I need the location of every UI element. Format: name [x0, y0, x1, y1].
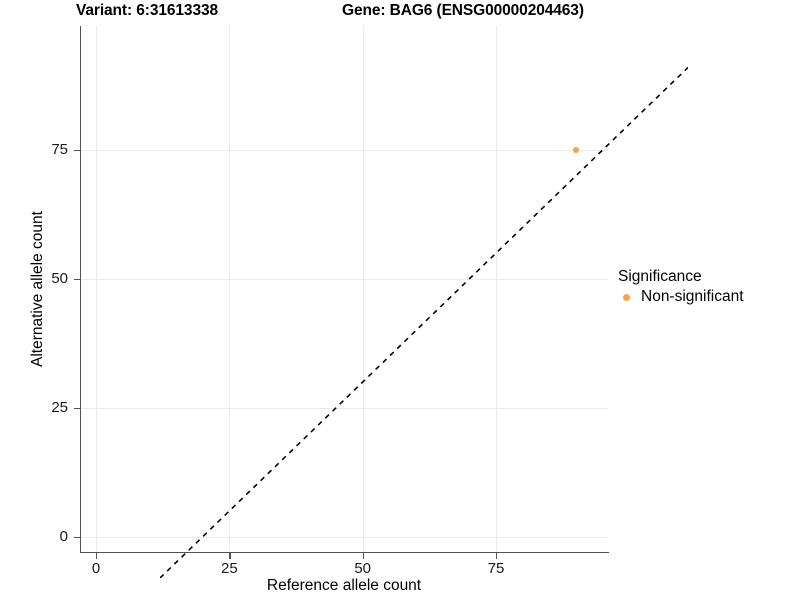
variant-title: Variant: 6:31613338 — [76, 2, 219, 19]
scatter-point[interactable] — [573, 146, 579, 153]
y-axis-line — [80, 26, 82, 553]
x-axis-tick-label: 50 — [354, 560, 371, 577]
x-axis-title: Reference allele count — [266, 577, 422, 594]
grid-line-vertical — [496, 26, 497, 552]
x-axis-line — [80, 552, 609, 554]
y-axis-tick — [74, 149, 80, 151]
x-axis-tick — [229, 553, 231, 559]
legend-item[interactable]: Non-significant — [618, 288, 744, 306]
grid-line-horizontal — [80, 149, 608, 151]
x-axis-tick-label: 25 — [220, 560, 238, 577]
grid-line-vertical — [362, 26, 364, 552]
x-axis-tick-label: 75 — [487, 560, 505, 577]
y-axis-tick-label: 25 — [51, 398, 68, 416]
y-axis-tick-label: 0 — [59, 527, 68, 545]
x-axis-tick — [96, 553, 98, 559]
y-axis-tick — [74, 407, 80, 409]
plot-panel — [80, 26, 688, 578]
y-axis-tick — [74, 278, 80, 280]
grid-line-vertical — [229, 26, 231, 552]
grid-line-vertical — [96, 26, 97, 552]
grid-line-horizontal — [80, 407, 608, 409]
x-axis-tick — [362, 553, 364, 559]
circle-dot-icon — [618, 289, 635, 306]
legend-item-label: Non-significant — [641, 288, 744, 305]
gene-title: Gene: BAG6 (ENSG00000204463) — [342, 2, 584, 19]
grid-line-horizontal — [80, 278, 608, 280]
legend-title: Significance — [618, 268, 702, 285]
identity-reference-line — [160, 66, 688, 578]
legend-marker-dot — [623, 293, 630, 301]
x-axis-tick-label: 0 — [91, 560, 101, 577]
x-axis-tick — [496, 553, 498, 559]
y-axis-tick — [74, 536, 80, 538]
chart-title-row: Variant: 6:31613338 Gene: BAG6 (ENSG0000… — [0, 0, 800, 26]
grid-line-horizontal — [80, 536, 608, 538]
y-axis-title: Alternative allele count — [29, 211, 46, 367]
y-axis-tick-label: 75 — [51, 140, 68, 158]
y-axis-tick-label: 50 — [51, 269, 68, 287]
legend: Significance Non-significant — [618, 268, 744, 306]
